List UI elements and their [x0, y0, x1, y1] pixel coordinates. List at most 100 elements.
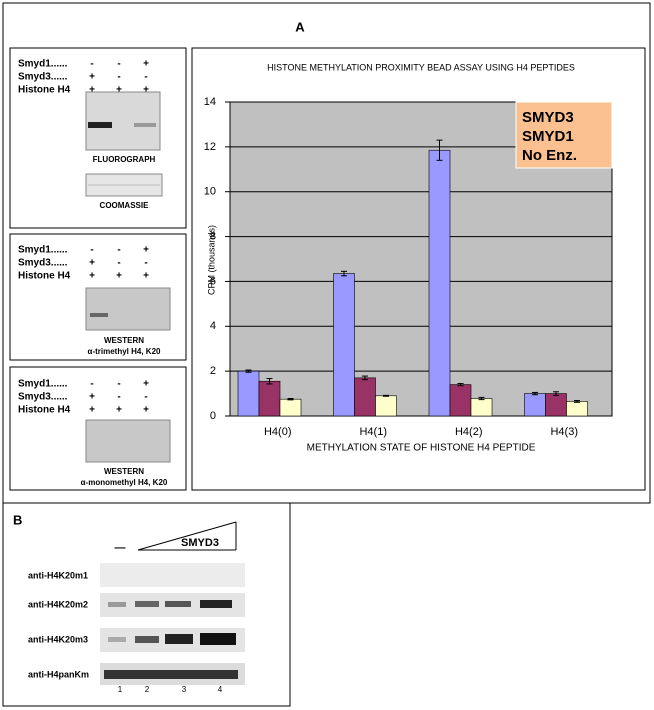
blot-frame: [9, 233, 187, 361]
blot-band: [104, 670, 238, 679]
panel-label: A: [295, 19, 305, 34]
bar: [279, 398, 302, 417]
row-label: Smyd1......: [18, 245, 68, 256]
y-tick-label: 12: [204, 141, 216, 153]
antibody-label: anti-H4K20m1: [28, 570, 88, 580]
sign: -: [117, 379, 120, 390]
sign: +: [89, 405, 95, 416]
bar: [237, 370, 260, 417]
bar: [470, 398, 493, 417]
sign: -: [117, 392, 120, 403]
blot-image: [85, 419, 171, 463]
sign: -: [117, 258, 120, 269]
sign: +: [143, 59, 149, 70]
legend-entry: SMYD3: [522, 109, 574, 126]
blot-band: [165, 601, 191, 607]
error-bar: [341, 270, 347, 277]
sign: +: [89, 258, 95, 269]
sign: +: [89, 392, 95, 403]
y-tick-label: 10: [204, 186, 216, 198]
lane-number: 4: [218, 685, 223, 694]
bar: [375, 395, 397, 417]
sign: +: [143, 405, 149, 416]
sign: +: [89, 72, 95, 83]
blot-band: [90, 313, 108, 317]
error-bar: [574, 400, 580, 403]
blot-band: [134, 123, 156, 127]
error-bar: [436, 139, 443, 161]
sign: -: [117, 72, 120, 83]
row-label: Histone H4: [18, 85, 71, 96]
bar: [545, 393, 567, 417]
blot-image: [85, 287, 171, 331]
panel-b-blots: [100, 521, 245, 685]
caption: α-trimethyl H4, K20: [88, 347, 161, 356]
sign: -: [90, 245, 93, 256]
panel-a-frame: [2, 2, 651, 504]
bar: [354, 377, 376, 417]
row-label: Smyd1......: [18, 379, 68, 390]
sign: +: [116, 405, 122, 416]
blot-frame: [9, 47, 187, 229]
row-label: Histone H4: [18, 271, 71, 282]
sign: -: [117, 245, 120, 256]
x-tick-label: H4(0): [264, 426, 292, 438]
y-tick-label: 2: [210, 365, 216, 377]
x-tick-label: H4(2): [455, 426, 483, 438]
error-bar: [245, 369, 252, 373]
panel-b-frame: [2, 502, 291, 707]
y-tick-label: 4: [210, 320, 216, 332]
sign: -: [117, 59, 120, 70]
lane-number: 1: [118, 685, 123, 694]
caption: FLUOROGRAPH: [93, 155, 156, 164]
y-tick-label: 8: [210, 230, 216, 242]
sign: -: [90, 379, 93, 390]
y-tick-label: 14: [204, 96, 216, 108]
blot-band: [135, 636, 159, 643]
bar: [258, 380, 281, 417]
blot-frame: [9, 366, 187, 491]
bar: [428, 149, 451, 417]
sign: +: [116, 271, 122, 282]
error-bar: [383, 394, 389, 397]
chart-frame: [191, 47, 646, 491]
row-label: Smyd3......: [18, 72, 68, 83]
sign: +: [89, 85, 95, 96]
error-bar: [478, 396, 485, 401]
legend-entry: SMYD1: [522, 128, 574, 145]
bar: [566, 401, 588, 417]
sign: -: [144, 258, 147, 269]
antibody-label: anti-H4K20m3: [28, 634, 88, 644]
sign: +: [116, 85, 122, 96]
bar: [524, 393, 546, 417]
y-tick-label: 0: [210, 410, 216, 422]
sign: +: [143, 271, 149, 282]
blot-band: [165, 634, 193, 644]
x-axis-label: METHYLATION STATE OF HISTONE H4 PEPTIDE: [307, 443, 536, 454]
sign: +: [143, 379, 149, 390]
sign: -: [90, 59, 93, 70]
y-tick-label: 6: [210, 275, 216, 287]
blot-band: [88, 122, 112, 128]
antibody-label: anti-H4K20m2: [28, 599, 88, 609]
caption: COOMASSIE: [100, 201, 150, 210]
caption: WESTERN: [104, 336, 144, 345]
bar: [333, 273, 355, 417]
control-label: —: [115, 542, 126, 554]
row-label: Smyd1......: [18, 59, 68, 70]
treatment-label: SMYD3: [181, 537, 219, 549]
blot-band: [200, 600, 232, 608]
blot-band: [108, 602, 126, 607]
caption: WESTERN: [104, 467, 144, 476]
blot-image: [85, 91, 161, 151]
lane-number: 3: [182, 685, 187, 694]
error-bar: [266, 378, 273, 385]
blot-band: [108, 637, 126, 642]
gradient-triangle: [137, 521, 237, 551]
sign: +: [143, 85, 149, 96]
legend-entry: No Enz.: [522, 147, 577, 164]
blot-band: [135, 601, 159, 607]
x-tick-label: H4(3): [550, 426, 578, 438]
legend-box: [515, 101, 613, 169]
